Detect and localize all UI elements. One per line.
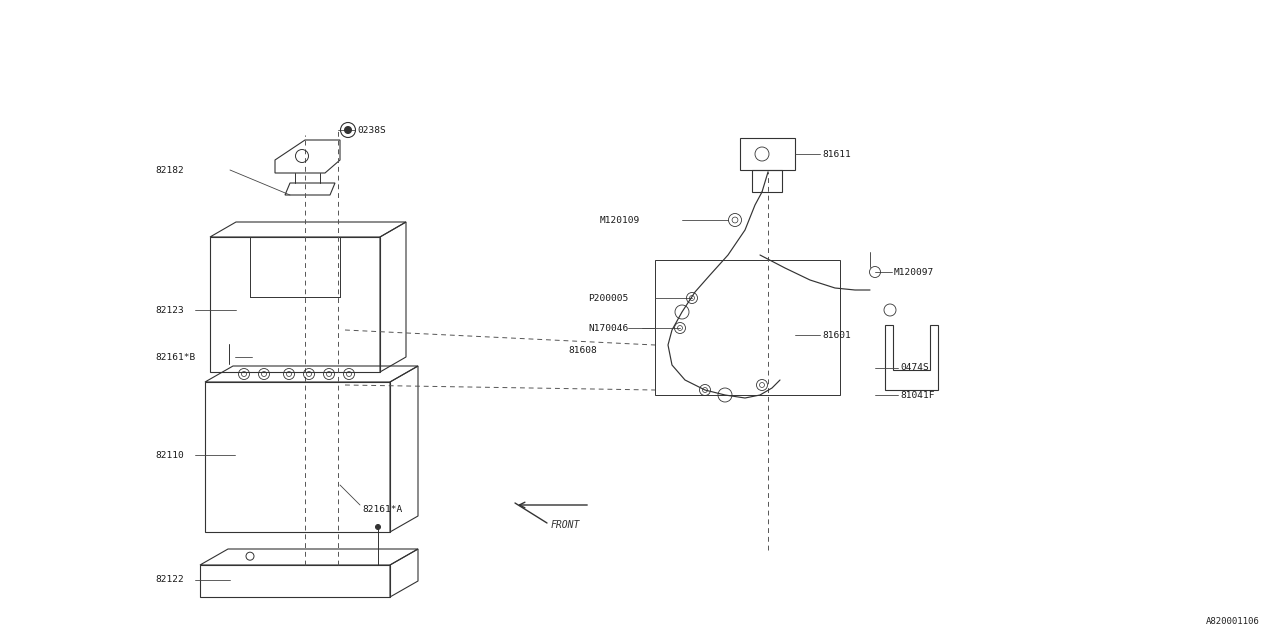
Text: 81041F: 81041F — [900, 390, 934, 399]
Circle shape — [375, 525, 380, 529]
Text: 0474S: 0474S — [900, 364, 929, 372]
Text: 81611: 81611 — [822, 150, 851, 159]
Text: M120109: M120109 — [600, 216, 640, 225]
Circle shape — [344, 127, 352, 134]
Text: N170046: N170046 — [588, 323, 628, 333]
Text: 82182: 82182 — [155, 166, 184, 175]
Text: P200005: P200005 — [588, 294, 628, 303]
Text: 81608: 81608 — [568, 346, 596, 355]
Text: FRONT: FRONT — [550, 520, 580, 530]
Text: 82122: 82122 — [155, 575, 184, 584]
Text: M120097: M120097 — [893, 268, 934, 276]
Text: 82123: 82123 — [155, 305, 184, 314]
Text: 82161*B: 82161*B — [155, 353, 196, 362]
Bar — [655, 260, 840, 395]
Text: 81601: 81601 — [822, 330, 851, 339]
Text: 82161*A: 82161*A — [362, 506, 402, 515]
Text: 0238S: 0238S — [357, 125, 385, 134]
Text: 82110: 82110 — [155, 451, 184, 460]
Text: A820001106: A820001106 — [1206, 618, 1260, 627]
